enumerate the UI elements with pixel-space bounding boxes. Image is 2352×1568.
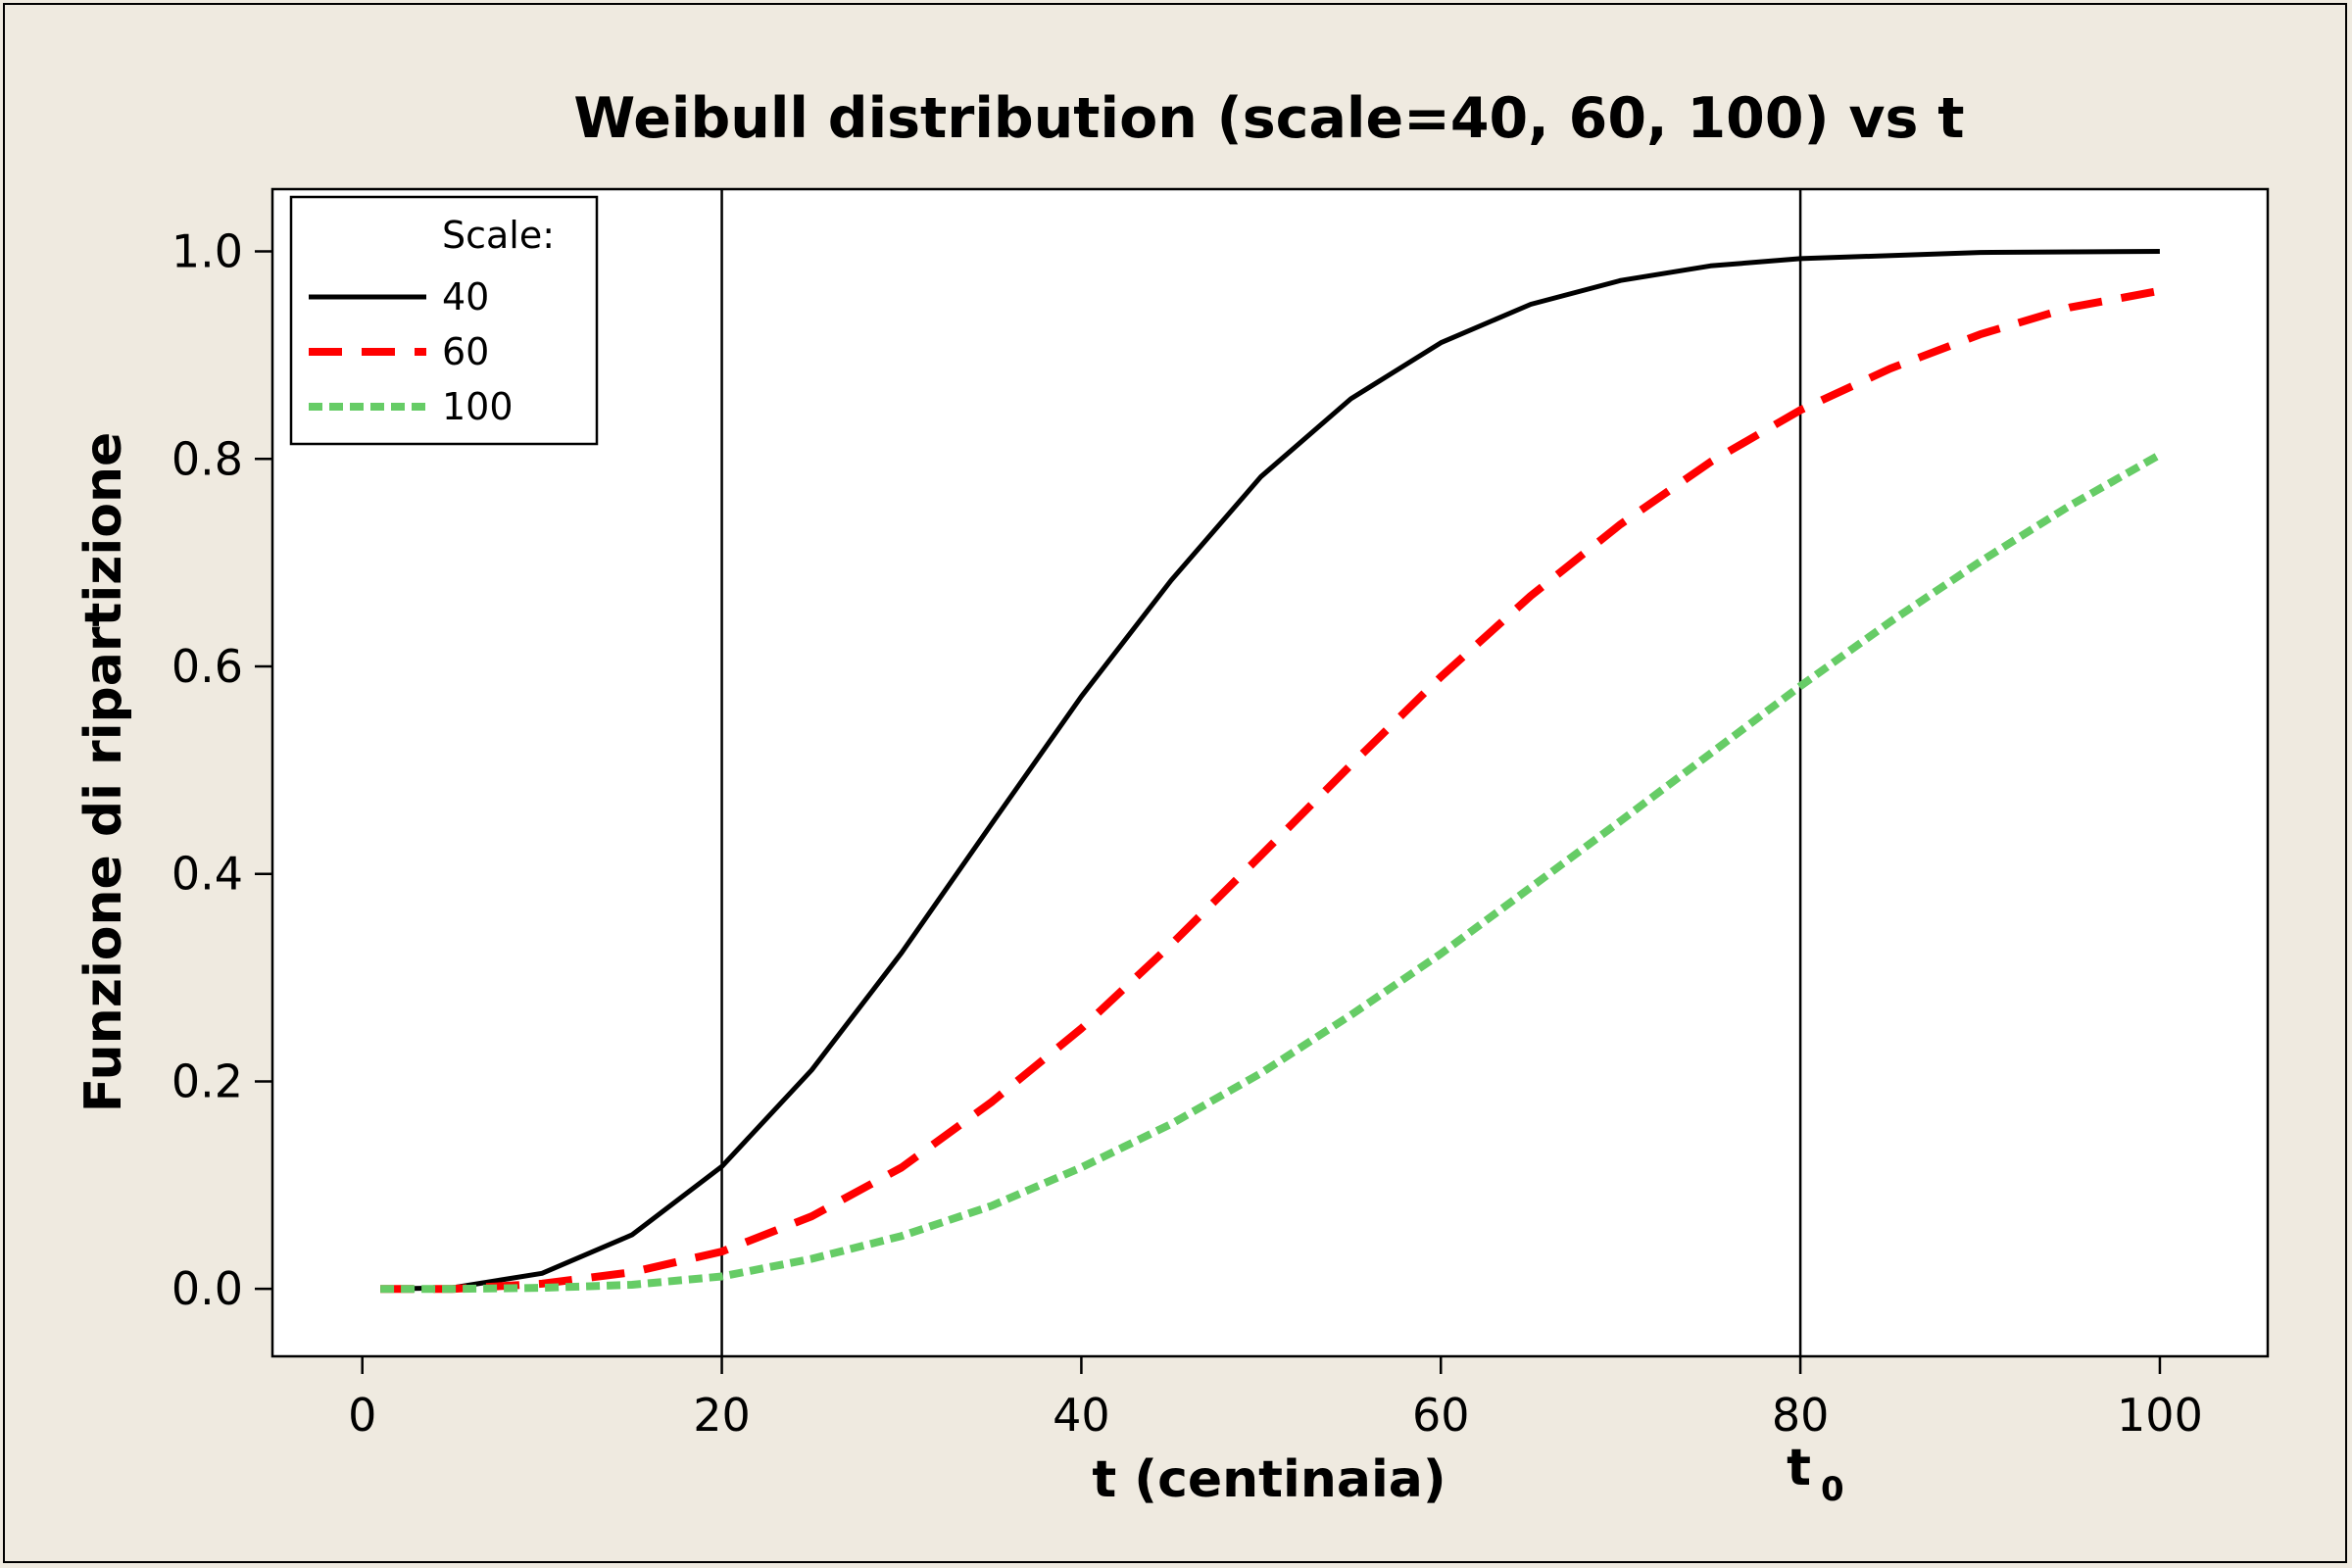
axes-layer: 0 20 40 60 80 100 0.0 0.2 0.4 0.6 0.8 1.0 — [172, 225, 2203, 1442]
y-tick-label: 0.4 — [172, 848, 243, 901]
y-tick-label: 0.6 — [172, 640, 243, 693]
series-line-60 — [380, 286, 2161, 1294]
t0-annotation-subscript: 0 — [1821, 1470, 1844, 1509]
x-tick-label: 0 — [348, 1389, 376, 1442]
chart-frame: Weibull distribution (scale=40, 60, 100)… — [3, 3, 2347, 1563]
chart-svg: Weibull distribution (scale=40, 60, 100)… — [74, 86, 2270, 1509]
series-line-40 — [380, 249, 2160, 1292]
legend-items: 40 60 100 — [309, 275, 514, 428]
x-tick-label: 80 — [1772, 1389, 1830, 1442]
series-line-100 — [380, 451, 2162, 1294]
plot-area — [270, 187, 2270, 1358]
reference-lines — [720, 189, 1802, 1356]
legend-title: Scale: — [442, 214, 555, 257]
legend-label-60: 60 — [442, 330, 489, 373]
series-layer — [380, 249, 2162, 1294]
x-tick-label: 20 — [693, 1389, 751, 1442]
y-tick-label: 0.8 — [172, 432, 243, 485]
legend: Scale: 40 60 100 — [289, 195, 599, 446]
legend-label-40: 40 — [442, 275, 489, 318]
y-tick-label: 0.0 — [172, 1262, 243, 1315]
x-tick-label: 60 — [1412, 1389, 1470, 1442]
legend-label-100: 100 — [442, 385, 514, 428]
x-tick-label: 40 — [1053, 1389, 1110, 1442]
y-axis-label: Funzione di ripartizione — [74, 432, 133, 1113]
chart-title: Weibull distribution (scale=40, 60, 100)… — [573, 86, 1964, 151]
t0-annotation-main: t — [1787, 1439, 1811, 1497]
y-tick-label: 1.0 — [172, 225, 243, 278]
x-tick-label: 100 — [2117, 1389, 2203, 1442]
y-tick-label: 0.2 — [172, 1054, 243, 1107]
x-axis-label: t (centinaia) — [1092, 1450, 1446, 1509]
